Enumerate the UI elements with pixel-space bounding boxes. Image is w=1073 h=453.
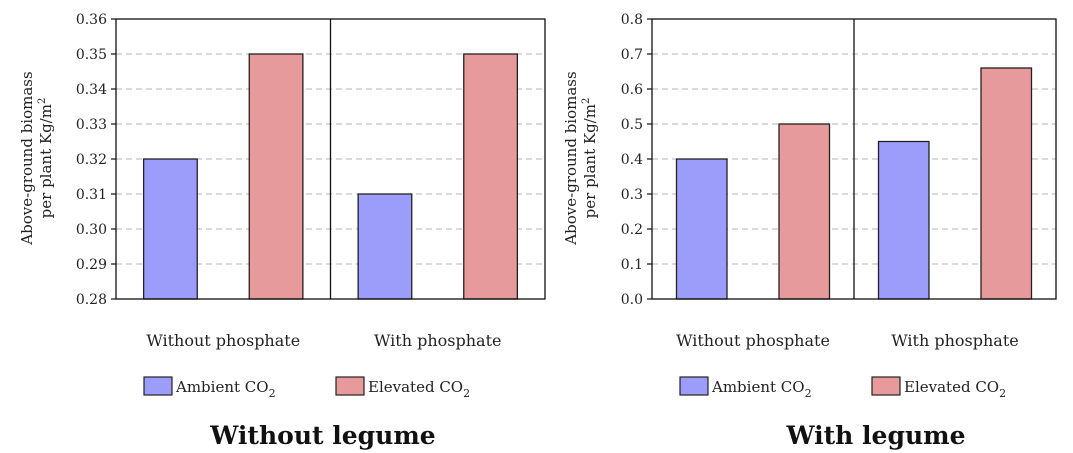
x-category-label: With phosphate	[374, 331, 501, 350]
plot-area: 0.0 0.1 0.2 0.3 0.4 0.5 0.6 0.7 0.8 Without phosp…	[621, 12, 1057, 400]
y-tick-label: 0.34	[76, 82, 107, 98]
legend-swatch	[143, 376, 173, 396]
bar-elevated	[778, 123, 831, 300]
bar-ambient	[877, 140, 930, 300]
bar-elevated	[248, 53, 304, 300]
chart-without-legume: Above-ground biomass per plant Kg/m2 0.2…	[18, 12, 546, 450]
y-tick-label: 0.6	[621, 82, 643, 98]
legend-label: Elevated CO2	[904, 378, 1006, 400]
legend-swatch	[871, 376, 901, 396]
y-tick-label: 0.35	[76, 47, 107, 63]
y-tick-label: 0.29	[76, 257, 107, 273]
legend-label: Elevated CO2	[368, 378, 470, 400]
y-tick-label: 0.8	[621, 12, 643, 28]
x-category-label: Without phosphate	[146, 331, 300, 350]
y-tick-label: 0.30	[76, 222, 107, 238]
bar-elevated	[980, 67, 1033, 300]
x-category-label: With phosphate	[891, 331, 1018, 350]
bar-ambient	[675, 158, 728, 300]
y-axis-label-line1: Above-ground biomass	[562, 71, 580, 245]
bar-ambient	[357, 193, 413, 300]
y-tick-label: 0.7	[621, 47, 643, 63]
y-axis-label-line2: per plant Kg/m2	[37, 98, 55, 219]
y-tick-label: 0.32	[76, 152, 107, 168]
chart-title: With legume	[786, 421, 966, 450]
y-tick-label: 0.33	[76, 117, 107, 133]
y-tick-label: 0.0	[621, 292, 643, 308]
plot-frame	[115, 18, 546, 300]
legend-label: Ambient CO2	[711, 378, 812, 400]
bar-elevated	[463, 53, 519, 300]
plot-frame	[651, 18, 1057, 300]
y-tick-label: 0.28	[76, 292, 107, 308]
legend-swatch	[335, 376, 365, 396]
y-tick-label: 0.1	[621, 257, 643, 273]
chart-title: Without legume	[209, 421, 435, 450]
y-tick-label: 0.2	[621, 222, 643, 238]
x-category-label: Without phosphate	[676, 331, 830, 350]
plot-area: 0.28 0.29 0.30 0.31 0.32 0.33 0.34 0.35 0.36 With…	[76, 12, 546, 400]
y-tick-label: 0.36	[76, 12, 107, 28]
y-axis-label-line1: Above-ground biomass	[18, 71, 36, 245]
legend-label: Ambient CO2	[175, 378, 276, 400]
y-axis-label-line2: per plant Kg/m2	[581, 98, 599, 219]
legend-swatch	[679, 376, 709, 396]
chart-with-legume: Above-ground biomass per plant Kg/m2 0.0…	[562, 12, 1057, 450]
y-tick-label: 0.5	[621, 117, 643, 133]
y-tick-label: 0.4	[621, 152, 643, 168]
y-tick-label: 0.3	[621, 187, 643, 203]
bar-ambient	[142, 158, 198, 300]
y-tick-label: 0.31	[76, 187, 107, 203]
